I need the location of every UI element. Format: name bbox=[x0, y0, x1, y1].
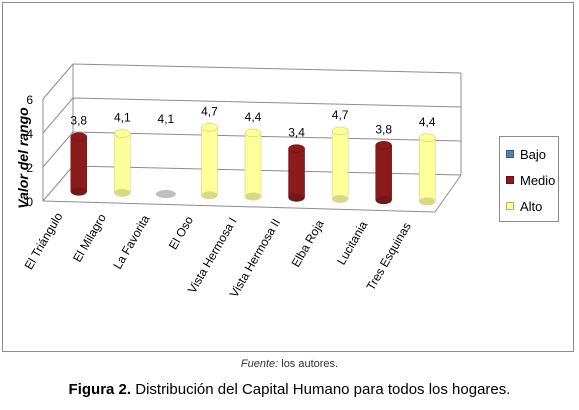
legend-swatch bbox=[506, 150, 514, 158]
bar-alto bbox=[114, 133, 131, 194]
data-label: 3,8 bbox=[375, 122, 392, 136]
x-tick-label: La Favorita bbox=[110, 212, 152, 271]
x-tick-label: Elba Roja bbox=[289, 217, 327, 269]
x-tick-label: Lucitania bbox=[334, 218, 370, 267]
bar-medio bbox=[375, 145, 392, 201]
bar-bottom bbox=[114, 188, 131, 197]
legend-item: Bajo bbox=[506, 145, 546, 163]
legend-swatch bbox=[506, 202, 514, 210]
bar-top bbox=[201, 123, 218, 132]
data-label: 4,7 bbox=[201, 104, 218, 118]
data-label: 3,8 bbox=[70, 114, 87, 128]
legend-swatch bbox=[506, 176, 514, 184]
gridline bbox=[72, 63, 462, 74]
legend: Bajo Medio Alto bbox=[499, 136, 559, 222]
source-note: Fuente: los autores. bbox=[0, 358, 579, 370]
bar-bottom bbox=[70, 187, 87, 196]
bar-medio bbox=[70, 136, 88, 192]
figure-caption-text: Distribución del Capital Humano para tod… bbox=[131, 381, 511, 398]
floor-front-edge bbox=[42, 200, 436, 213]
legend-label: Alto bbox=[520, 198, 543, 214]
bar-top bbox=[288, 144, 305, 153]
data-label: 4,1 bbox=[158, 112, 175, 126]
x-tick-label: El Triángulo bbox=[22, 210, 66, 272]
bar-top bbox=[418, 133, 436, 143]
legend-item: Alto bbox=[506, 197, 542, 215]
gridline bbox=[72, 97, 462, 108]
side-wall-line bbox=[42, 97, 74, 134]
y-tick-label: 2 bbox=[26, 161, 33, 175]
bar-bottom bbox=[419, 197, 436, 206]
bar-bottom bbox=[332, 194, 349, 203]
gridline bbox=[72, 165, 462, 176]
figure-caption: Figura 2. Distribución del Capital Human… bbox=[0, 381, 579, 398]
legend-item: Medio bbox=[506, 171, 555, 189]
bar-bajo bbox=[155, 190, 176, 199]
floor-right-edge bbox=[434, 174, 462, 213]
figure-label: Figura 2. bbox=[68, 381, 132, 398]
y-tick-label: 4 bbox=[26, 127, 33, 141]
bar-bottom bbox=[288, 193, 305, 202]
x-tick-label: El Oso bbox=[166, 213, 196, 251]
bar-alto bbox=[331, 130, 349, 200]
data-label: 3,4 bbox=[288, 126, 305, 140]
bar-alto bbox=[244, 132, 262, 197]
bar-bottom bbox=[245, 192, 261, 201]
bar-medio bbox=[288, 148, 305, 198]
bar-top bbox=[70, 132, 88, 141]
bar-bottom bbox=[375, 196, 392, 205]
y-tick-label: 6 bbox=[26, 93, 33, 107]
x-tick-label: Tres Esquinas bbox=[364, 220, 414, 293]
side-wall-line bbox=[42, 131, 74, 168]
data-label: 4,1 bbox=[114, 111, 131, 125]
y-axis-label: Valor del rango bbox=[15, 107, 31, 209]
bar-top bbox=[114, 129, 131, 138]
x-tick-label: El Milagro bbox=[70, 211, 109, 264]
bar-alto bbox=[201, 127, 218, 196]
bar-top bbox=[331, 126, 349, 136]
bar-top bbox=[244, 128, 262, 138]
data-label: 4,4 bbox=[419, 115, 436, 129]
source-label: Fuente: bbox=[240, 358, 279, 370]
y-tick-label: 0 bbox=[26, 195, 33, 209]
chart-frame: 0 2 4 6 Valor del rango 3,8 El Triángulo 4,1 El … bbox=[2, 2, 574, 352]
bar-top bbox=[375, 141, 392, 150]
data-label: 4,4 bbox=[245, 110, 262, 124]
source-text: los autores. bbox=[278, 358, 339, 370]
bar-bottom bbox=[201, 191, 218, 200]
data-label: 4,7 bbox=[332, 108, 349, 122]
legend-label: Bajo bbox=[520, 146, 547, 162]
gridline bbox=[72, 131, 462, 142]
bar-alto bbox=[418, 137, 436, 202]
side-wall-line bbox=[42, 165, 74, 202]
side-wall-line bbox=[42, 63, 74, 100]
legend-label: Medio bbox=[520, 172, 556, 188]
